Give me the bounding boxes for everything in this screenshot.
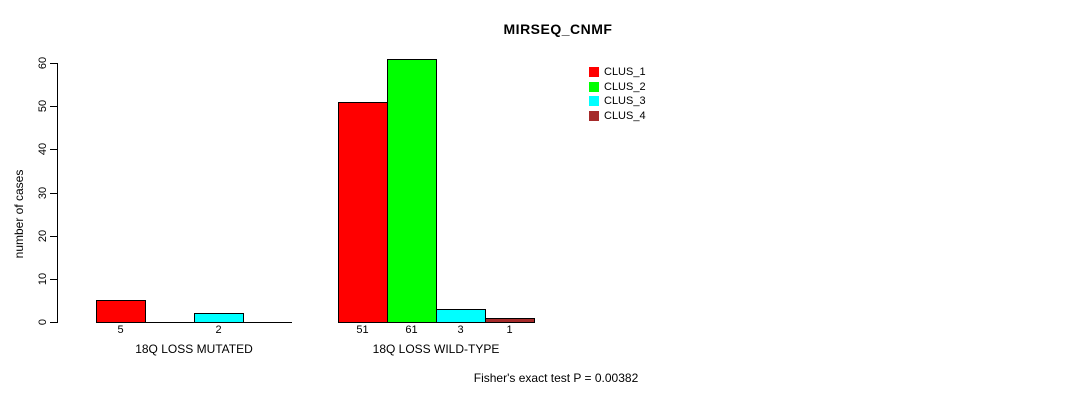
y-axis-tick-label: 20 <box>37 229 49 243</box>
bar-clus_2-group2 <box>387 59 437 323</box>
bar-clus_3-group2 <box>436 309 486 323</box>
bar-value-label: 5 <box>117 324 124 336</box>
legend-label: CLUS_2 <box>604 81 646 93</box>
y-axis-tick <box>50 63 57 64</box>
y-axis-tick-label: 10 <box>37 272 49 286</box>
y-axis-tick <box>50 322 57 323</box>
y-axis-tick <box>50 193 57 194</box>
bar-clus_1-group1 <box>96 300 146 323</box>
legend-swatch-clus_1 <box>589 67 599 77</box>
y-axis-title: number of cases <box>12 169 26 259</box>
y-axis-tick-label: 40 <box>37 142 49 156</box>
legend-swatch-clus_2 <box>589 82 599 92</box>
y-axis-tick-label: 0 <box>37 318 49 326</box>
bar-value-label: 1 <box>506 324 513 336</box>
y-axis-tick <box>50 106 57 107</box>
fisher-test-annotation: Fisher's exact test P = 0.00382 <box>473 371 639 385</box>
bar-value-label: 61 <box>405 324 418 336</box>
legend-swatch-clus_3 <box>589 96 599 106</box>
legend-label: CLUS_4 <box>604 110 646 122</box>
chart-title: MIRSEQ_CNMF <box>503 21 613 37</box>
legend-label: CLUS_3 <box>604 95 646 107</box>
y-axis-tick <box>50 279 57 280</box>
y-axis-tick <box>50 149 57 150</box>
y-axis-tick-label: 50 <box>37 99 49 113</box>
y-axis-tick <box>50 236 57 237</box>
y-axis-tick-label: 30 <box>37 186 49 200</box>
legend-swatch-clus_4 <box>589 111 599 121</box>
bar-value-label: 3 <box>457 324 464 336</box>
bar-clus_3-group1 <box>194 313 244 323</box>
bar-value-label: 2 <box>215 324 222 336</box>
x-axis-group-label: 18Q LOSS WILD-TYPE <box>372 342 500 356</box>
bar-clus_4-group2 <box>485 318 535 323</box>
legend-label: CLUS_1 <box>604 66 646 78</box>
y-axis-line <box>57 63 58 323</box>
bar-value-label: 51 <box>356 324 369 336</box>
y-axis-tick-label: 60 <box>37 56 49 70</box>
bar-clus_1-group2 <box>338 102 388 323</box>
x-axis-group-label: 18Q LOSS MUTATED <box>135 342 253 356</box>
